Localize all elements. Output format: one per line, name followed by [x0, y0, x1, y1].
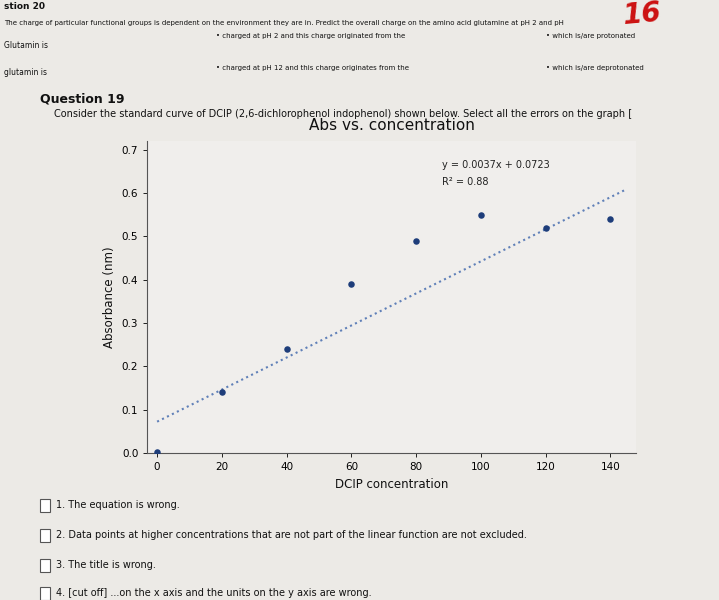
Text: glutamin is: glutamin is — [4, 68, 47, 77]
X-axis label: DCIP concentration: DCIP concentration — [335, 478, 449, 491]
Text: Question 19: Question 19 — [40, 93, 124, 106]
Text: 2. Data points at higher concentrations that are not part of the linear function: 2. Data points at higher concentrations … — [56, 530, 527, 540]
Text: • charged at pH 12 and this charge originates from the: • charged at pH 12 and this charge origi… — [216, 65, 408, 71]
Text: y = 0.0037x + 0.0723: y = 0.0037x + 0.0723 — [442, 160, 550, 170]
Point — [605, 214, 616, 224]
Text: Glutamin is: Glutamin is — [4, 41, 47, 50]
Point — [216, 388, 228, 397]
Text: • charged at pH 2 and this charge originated from the: • charged at pH 2 and this charge origin… — [216, 33, 405, 39]
Text: 4. [cut off] ...on the x axis and the units on the y axis are wrong.: 4. [cut off] ...on the x axis and the un… — [56, 589, 372, 598]
Text: stion 20: stion 20 — [4, 2, 45, 11]
Text: • which is/are protonated: • which is/are protonated — [546, 33, 636, 39]
Text: • which is/are deprotonated: • which is/are deprotonated — [546, 65, 644, 71]
Text: The charge of particular functional groups is dependent on the environment they : The charge of particular functional grou… — [4, 20, 564, 26]
Point — [540, 223, 551, 232]
Point — [152, 447, 163, 457]
Y-axis label: Absorbance (nm): Absorbance (nm) — [104, 246, 116, 348]
Point — [281, 344, 293, 354]
Text: 1. The equation is wrong.: 1. The equation is wrong. — [56, 500, 180, 510]
Text: 3. The title is wrong.: 3. The title is wrong. — [56, 560, 156, 570]
Title: Abs vs. concentration: Abs vs. concentration — [309, 118, 475, 133]
Point — [411, 236, 422, 245]
Point — [346, 279, 357, 289]
Point — [475, 210, 487, 220]
Text: R² = 0.88: R² = 0.88 — [442, 177, 488, 187]
Text: Consider the standard curve of DCIP (2,6-dichlorophenol indophenol) shown below.: Consider the standard curve of DCIP (2,6… — [54, 109, 632, 119]
Text: 16: 16 — [622, 0, 663, 29]
